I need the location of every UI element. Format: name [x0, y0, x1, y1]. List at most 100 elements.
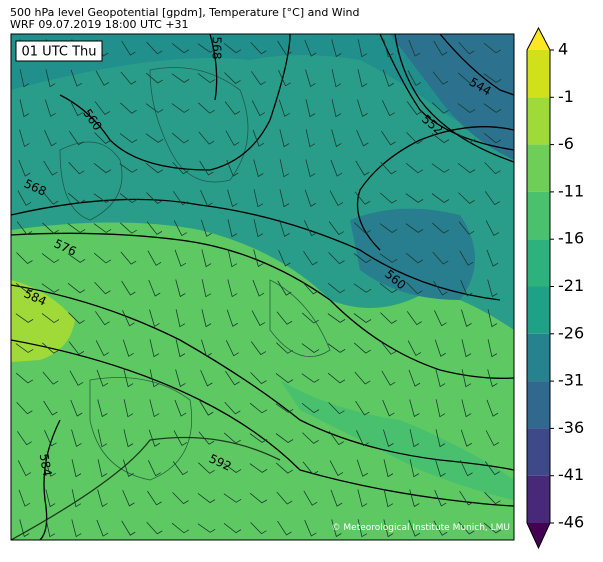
contour-label: 568 — [210, 37, 224, 60]
wind-barb — [379, 253, 398, 263]
wind-barb — [354, 222, 371, 234]
wind-barb — [149, 339, 160, 358]
wind-barb — [356, 459, 368, 477]
wind-barb — [331, 99, 342, 118]
wind-barb — [17, 190, 32, 206]
colorbar-tick-label: -1 — [558, 87, 574, 106]
wind-barb — [121, 520, 136, 536]
wind-barb — [173, 220, 188, 237]
colorbar-tick-label: -46 — [558, 513, 584, 532]
colorbar-extension — [527, 28, 550, 50]
colorbar-band — [527, 239, 550, 287]
wind-barb — [461, 339, 472, 358]
wind-barb — [197, 43, 216, 53]
wind-barb — [120, 251, 137, 265]
wind-barb — [487, 369, 498, 388]
wind-barb — [354, 371, 371, 385]
wind-barb — [172, 161, 189, 175]
wind-barb — [171, 103, 190, 113]
wind-barb — [42, 371, 59, 385]
wind-barb — [250, 372, 267, 385]
wind-barb — [119, 193, 138, 204]
wind-barb — [173, 430, 188, 446]
wind-barb — [121, 40, 136, 56]
wind-barb — [435, 429, 446, 448]
wind-barb — [93, 193, 112, 203]
wind-barb — [302, 432, 319, 444]
wind-barb — [122, 310, 135, 327]
wind-barb — [486, 399, 499, 417]
wind-barb — [253, 219, 264, 238]
colorbar-tick-label: -36 — [558, 418, 584, 437]
wind-barb — [15, 313, 34, 323]
wind-barb — [277, 520, 292, 536]
wind-barb — [303, 250, 318, 266]
wind-barb — [460, 429, 472, 447]
wind-barb — [483, 132, 502, 144]
wind-barb — [458, 221, 475, 235]
wind-barb — [460, 279, 473, 297]
wind-barb — [69, 131, 84, 146]
wind-barb — [380, 312, 397, 324]
wind-barb — [383, 39, 394, 58]
wind-barb — [275, 462, 293, 474]
time-label: 01 UTC Thu — [22, 45, 97, 60]
wind-barb — [227, 189, 238, 208]
wind-barb — [433, 280, 448, 296]
colorbar-band — [527, 333, 550, 382]
wind-barb — [461, 309, 472, 327]
wind-barb — [407, 70, 422, 86]
wind-barb — [253, 249, 264, 268]
wind-barb — [149, 399, 160, 418]
wind-barb — [42, 222, 59, 234]
wind-barb — [147, 250, 162, 266]
wind-barb — [94, 101, 111, 115]
wind-barb — [43, 400, 58, 416]
wind-barb — [301, 403, 320, 414]
wind-barb — [487, 339, 498, 358]
wind-barb — [71, 459, 82, 478]
wind-barb — [123, 459, 134, 477]
wind-barb — [145, 162, 164, 174]
wind-barb — [328, 431, 344, 446]
wind-barb — [357, 69, 368, 88]
wind-barb — [356, 129, 369, 147]
wind-barb — [68, 161, 85, 175]
wind-barb — [198, 431, 215, 445]
wind-barb — [201, 249, 212, 268]
wind-barb — [15, 282, 34, 294]
wind-barb — [198, 131, 215, 145]
wind-barb — [200, 190, 213, 207]
wind-barb — [96, 519, 109, 537]
wind-barb — [305, 159, 316, 178]
wind-barb — [43, 160, 58, 176]
wind-barb — [304, 39, 317, 57]
wind-barb — [123, 369, 134, 388]
wind-barb — [123, 429, 134, 448]
wind-barb — [18, 489, 31, 507]
wind-barb — [484, 461, 500, 476]
wind-barb — [483, 522, 502, 534]
wind-barb — [44, 99, 56, 117]
wind-barb — [278, 70, 291, 87]
wind-barb — [355, 160, 370, 176]
wind-barb — [44, 459, 56, 477]
colorbar-band — [527, 50, 550, 98]
wind-barb — [435, 459, 446, 478]
wind-barb — [435, 369, 446, 388]
wind-barb — [199, 160, 214, 176]
wind-barb — [304, 189, 317, 207]
wind-barb — [357, 39, 368, 58]
wind-barb — [431, 193, 450, 203]
wind-barb — [97, 459, 108, 478]
wind-barb — [457, 133, 476, 143]
wind-barb — [249, 402, 268, 414]
colorbar-tick-label: -16 — [558, 229, 584, 248]
colorbar-tick-label: 4 — [558, 40, 568, 59]
wind-barb — [278, 249, 291, 267]
wind-barb — [122, 339, 134, 357]
wind-barb — [433, 40, 448, 56]
wind-barb — [122, 489, 135, 507]
wind-barb — [408, 519, 421, 537]
wind-barb — [483, 73, 502, 83]
